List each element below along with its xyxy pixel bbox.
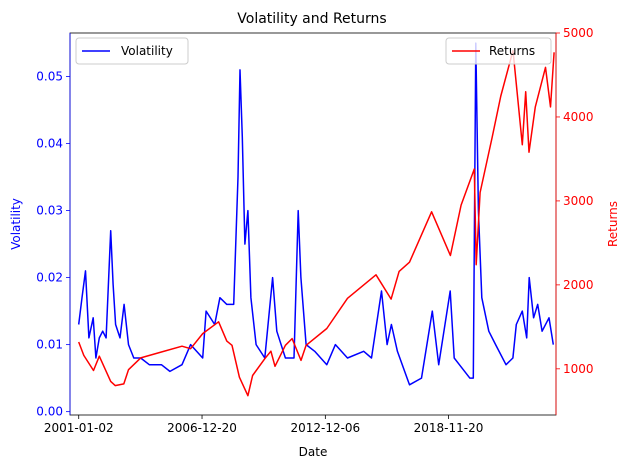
x-tick-label: 2018-11-20 <box>414 421 484 435</box>
x-tick-label: 2006-12-20 <box>167 421 237 435</box>
legend-returns: Returns <box>445 37 552 65</box>
y-tick-left-label: 0.01 <box>36 338 63 352</box>
y-tick-left-label: 0.03 <box>36 204 63 218</box>
y-tick-right-label: 4000 <box>563 110 594 124</box>
x-axis-title: Date <box>299 445 328 459</box>
legend-box <box>445 37 552 65</box>
chart-title: Volatility and Returns <box>237 11 386 27</box>
legend-label-returns: Returns <box>489 44 535 58</box>
series-line-volatility <box>77 42 555 386</box>
y-tick-right-label: 3000 <box>563 194 594 208</box>
y-tick-left-label: 0.05 <box>36 70 63 84</box>
y-axis-left: 0.00 0.01 0.02 0.03 0.04 0.05 <box>36 33 71 419</box>
legend-volatility: Volatility <box>75 37 189 65</box>
legend-label-volatility: Volatility <box>121 44 173 58</box>
x-axis: 2001-01-02 2006-12-20 2012-12-06 2018-11-20 <box>44 415 484 435</box>
y-tick-left-label: 0.02 <box>36 271 63 285</box>
y-tick-right-label: 2000 <box>563 278 594 292</box>
legend-box <box>75 37 189 65</box>
y-axis-right-title: Returns <box>606 201 620 247</box>
y-tick-right-label: 1000 <box>563 362 594 376</box>
y-tick-left-label: 0.04 <box>36 137 63 151</box>
y-axis-left-title: Volatility <box>9 198 23 250</box>
x-tick-label: 2012-12-06 <box>290 421 360 435</box>
y-tick-right-label: 5000 <box>563 26 594 40</box>
y-axis-right: 1000 2000 3000 4000 5000 <box>555 26 594 415</box>
y-tick-left-label: 0.00 <box>36 405 63 419</box>
x-tick-label: 2001-01-02 <box>44 421 114 435</box>
series-line-returns <box>77 49 555 397</box>
